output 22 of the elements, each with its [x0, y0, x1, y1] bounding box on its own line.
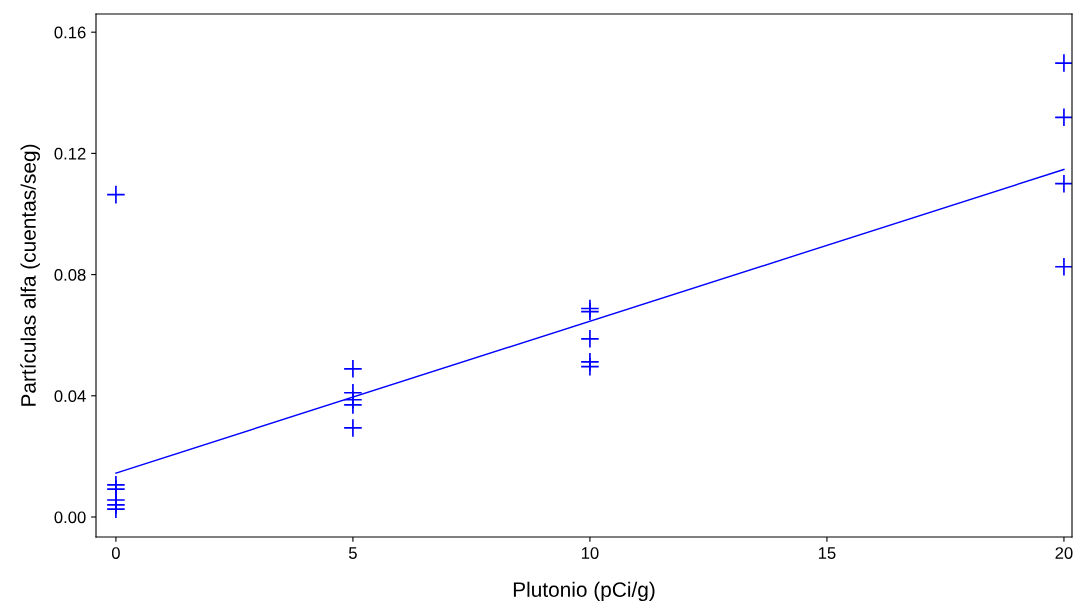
point — [1054, 174, 1072, 194]
y-axis-title: Partículas alfa (cuentas/seg) — [20, 144, 40, 406]
y-tick-label: 0.08 — [54, 268, 86, 281]
x-tick-label: 5 — [348, 547, 357, 559]
x-tick-label: 15 — [818, 547, 836, 559]
point — [343, 418, 363, 438]
point — [343, 359, 363, 379]
y-tick-label: 0.04 — [54, 390, 86, 402]
point — [1054, 107, 1072, 127]
x-axis-title: Plutonio (pCi/g) — [513, 581, 655, 602]
x-tick-label: 0 — [111, 547, 120, 559]
point — [343, 395, 363, 415]
point — [106, 184, 126, 205]
point — [1054, 53, 1072, 73]
x-tick-label: 20 — [1055, 547, 1073, 559]
point — [1054, 257, 1072, 277]
point — [580, 329, 600, 349]
point — [580, 357, 600, 377]
y-tick-label: 0.16 — [54, 26, 86, 39]
x-tick-label: 10 — [581, 547, 599, 559]
y-tick-label: 0.12 — [54, 147, 86, 160]
y-tick-label: 0.00 — [54, 511, 86, 524]
